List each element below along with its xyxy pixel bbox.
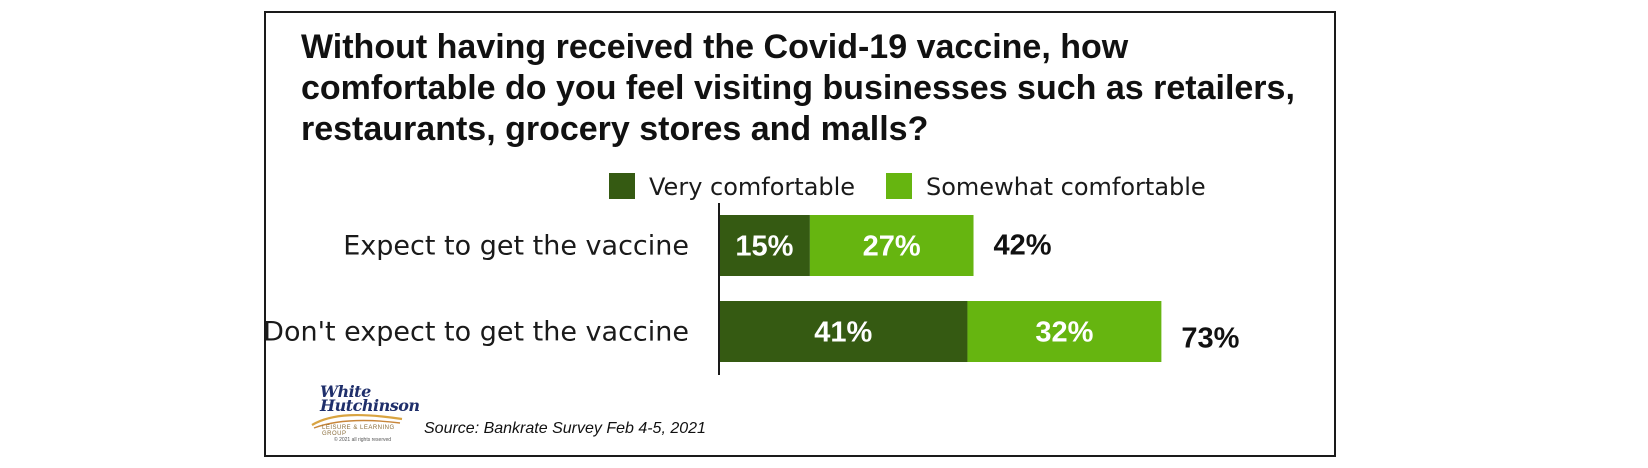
- legend-swatch-somewhat-comfortable: [886, 173, 912, 199]
- data-label-very-comfortable-1: 15%: [735, 231, 793, 263]
- chart-card: Without having received the Covid-19 vac…: [264, 11, 1336, 457]
- logo-word-hutchinson: Hutchinson: [320, 396, 420, 415]
- legend-label-very-comfortable: Very comfortable: [649, 173, 855, 201]
- legend-label-somewhat-comfortable: Somewhat comfortable: [926, 173, 1206, 201]
- total-label-1: 42%: [994, 230, 1052, 262]
- chart-title: Without having received the Covid-19 vac…: [301, 28, 1295, 148]
- category-label-2: Don't expect to get the vaccine: [266, 317, 689, 348]
- legend-swatch-very-comfortable: [609, 173, 635, 199]
- logo-tagline: LEISURE & LEARNING GROUP: [322, 425, 395, 437]
- bar-somewhat-comfortable-2: [967, 301, 1162, 362]
- chart-plot: Very comfortable Somewhat comfortable Exp…: [266, 173, 1240, 375]
- logo-swoosh-icon: [311, 413, 403, 429]
- data-label-somewhat-comfortable-1: 27%: [863, 231, 921, 263]
- chart-bars: Expect to get the vaccine 15% 27% 42% Don't …: [266, 215, 1240, 362]
- source-note: Source: Bankrate Survey Feb 4-5, 2021: [424, 420, 706, 437]
- data-label-very-comfortable-2: 41%: [814, 317, 872, 349]
- chart-legend: Very comfortable Somewhat comfortable: [609, 173, 1206, 201]
- category-label-1: Expect to get the vaccine: [343, 231, 689, 262]
- total-label-2: 73%: [1181, 323, 1239, 355]
- logo-word-white: White: [320, 382, 371, 401]
- bar-very-comfortable-2: [719, 301, 968, 362]
- bar-very-comfortable-1: [719, 215, 810, 276]
- white-hutchinson-logo: White Hutchinson LEISURE & LEARNING GROU…: [308, 381, 420, 447]
- data-label-somewhat-comfortable-2: 32%: [1035, 317, 1093, 349]
- bar-somewhat-comfortable-1: [809, 215, 974, 276]
- logo-copyright: © 2021 all rights reserved: [334, 437, 392, 443]
